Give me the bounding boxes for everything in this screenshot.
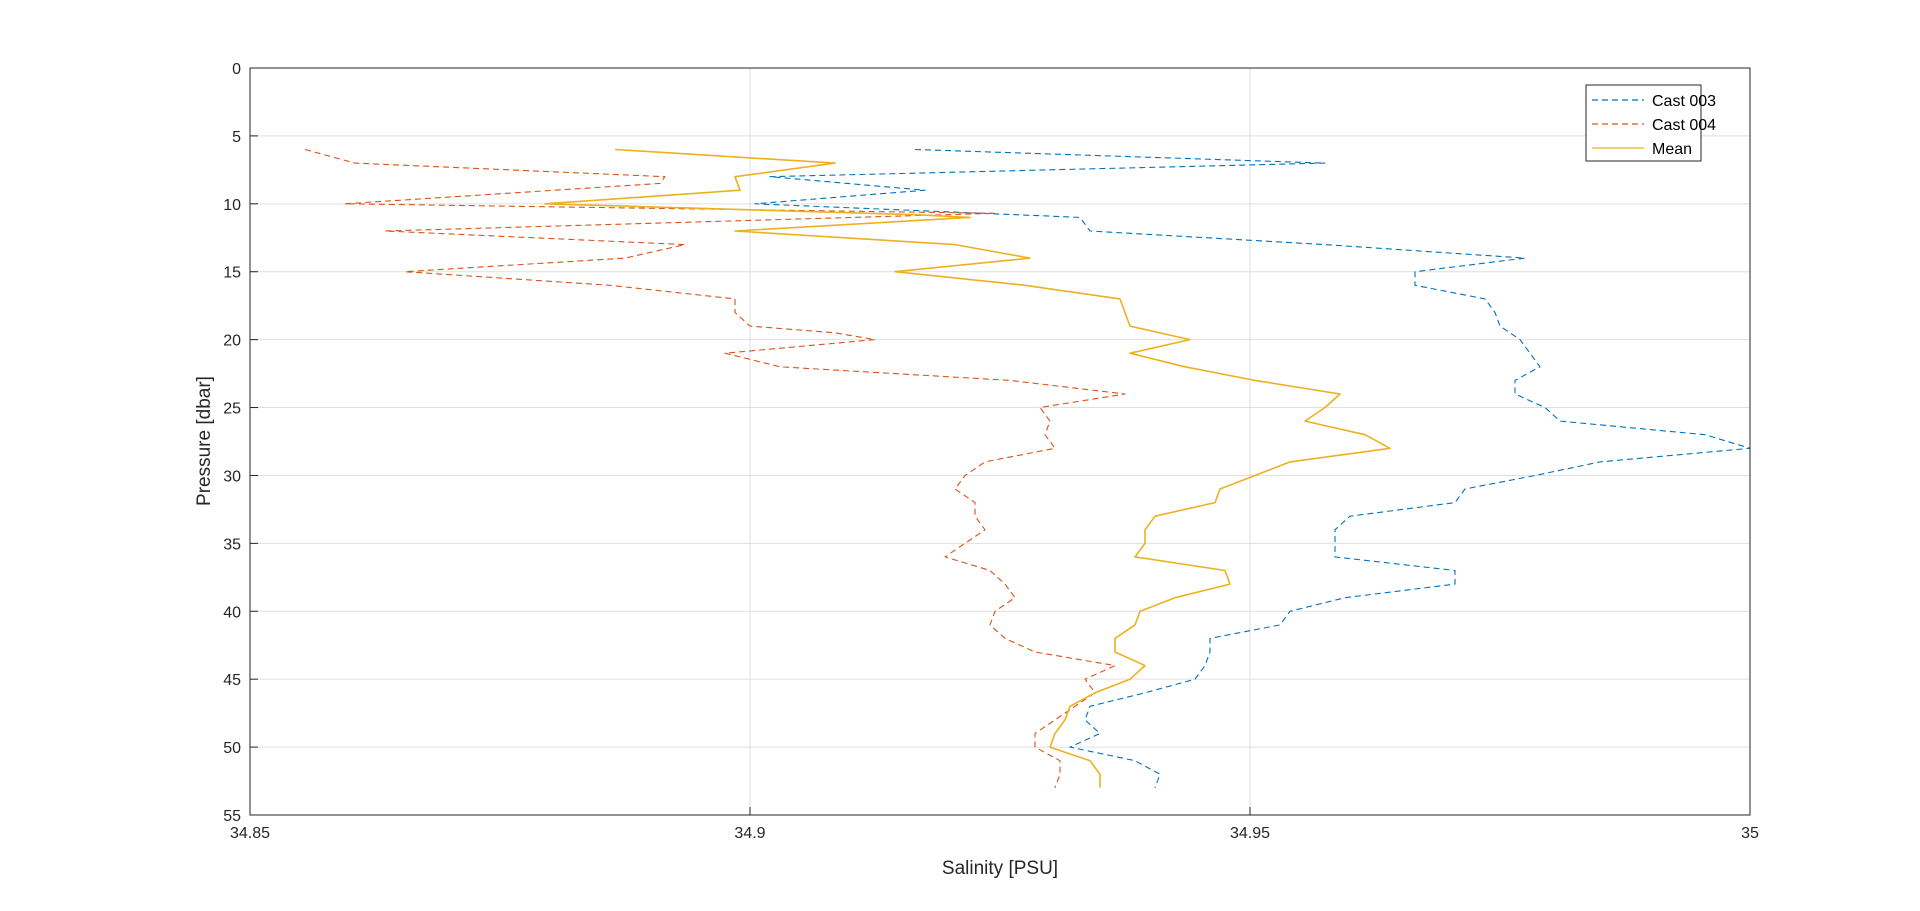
ticks: 34.85 34.9 34.95 35 0 5 10 15 20 25 30 35 40 45 50 55	[223, 61, 1759, 842]
legend-label: Mean	[1652, 141, 1692, 158]
x-tick-label: 35	[1741, 825, 1759, 842]
series-line-cast-004	[304, 148, 1126, 788]
y-tick-label: 5	[232, 129, 241, 146]
legend-label: Cast 003	[1652, 93, 1716, 110]
plot-area-border	[249, 67, 1751, 816]
y-tick-label: 45	[223, 672, 241, 689]
axes	[249, 67, 1751, 816]
x-axis-label: Salinity [PSU]	[942, 858, 1058, 879]
y-tick-label: 0	[232, 61, 241, 78]
y-axis-label: Pressure [dbar]	[194, 376, 215, 506]
grid	[249, 67, 1751, 816]
y-tick-label: 15	[223, 265, 241, 282]
y-tick-label: 20	[223, 333, 241, 350]
x-tick-label: 34.9	[734, 825, 765, 842]
y-tick-label: 55	[223, 808, 241, 825]
y-tick-label: 50	[223, 740, 241, 757]
y-tick-label: 30	[223, 468, 241, 485]
x-tick-label: 34.85	[230, 825, 270, 842]
y-tick-label: 35	[223, 536, 241, 553]
series-line-cast-003	[754, 148, 1751, 788]
legend-label: Cast 004	[1652, 117, 1716, 134]
x-tick-label: 34.95	[1230, 825, 1270, 842]
y-tick-label: 25	[223, 401, 241, 418]
y-tick-label: 40	[223, 604, 241, 621]
series-line-mean	[544, 148, 1391, 788]
series-layer	[304, 148, 1751, 788]
legend: Cast 003 Cast 004 Mean	[1585, 84, 1716, 162]
y-tick-label: 10	[223, 197, 241, 214]
